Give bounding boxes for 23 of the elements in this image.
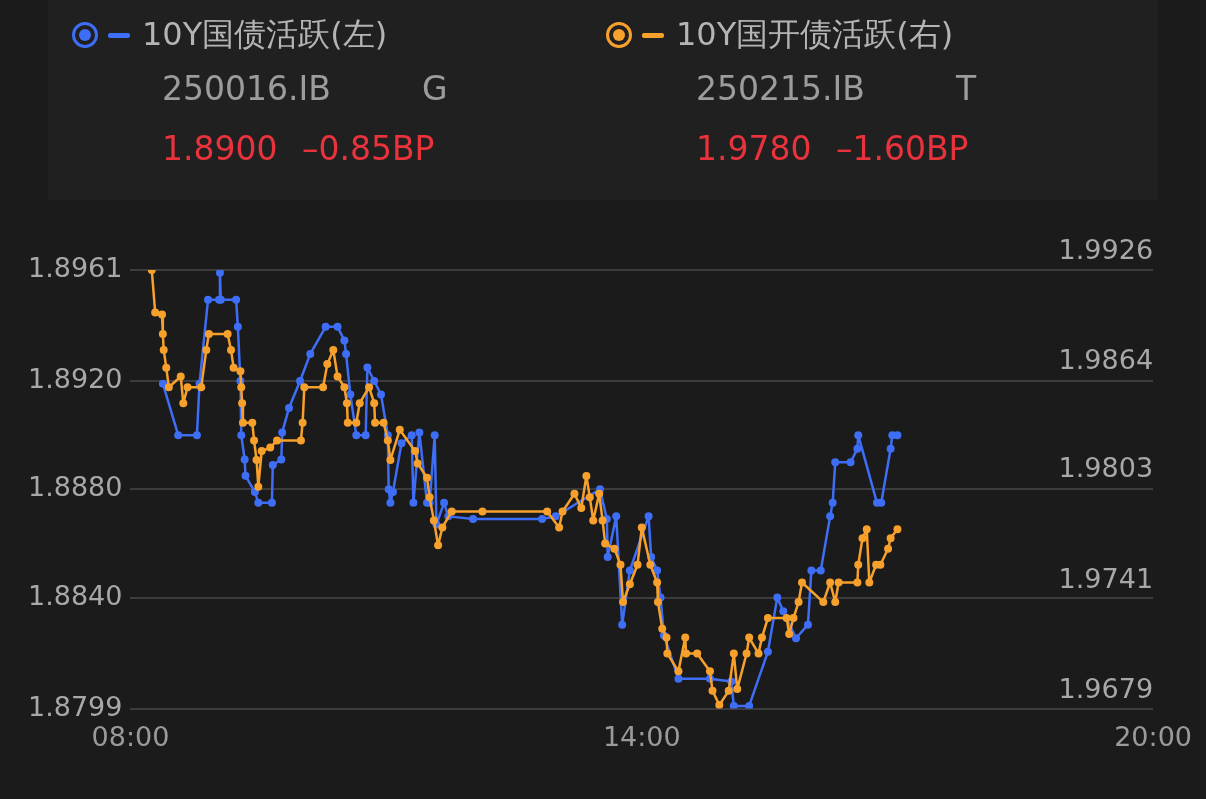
y-tick-label: 1.8961: [27, 252, 123, 284]
y-tick-label: 1.8920: [27, 363, 123, 395]
text: 250016.IB: [162, 68, 332, 108]
y-tick-label: 1.8880: [27, 471, 123, 503]
y2-tick-label: 1.9803: [1058, 452, 1154, 484]
y2-tick-label: 1.9864: [1058, 344, 1154, 376]
legend-label: 10Y国开债活跃(右): [676, 14, 954, 55]
legend-label: 10Y国债活跃(左): [142, 14, 388, 55]
text: 1.8900: [162, 128, 279, 168]
text: –0.85BP: [302, 128, 435, 168]
x-tick-label: 14:00: [602, 720, 681, 752]
text: 1.9780: [696, 128, 813, 168]
text: –1.60BP: [836, 128, 969, 168]
text: G: [422, 68, 448, 108]
x-tick-label: 20:00: [1114, 720, 1192, 752]
text: 250215.IB: [696, 68, 866, 108]
y2-tick-label: 1.9679: [1058, 672, 1154, 704]
text: T: [956, 68, 977, 108]
y-tick-label: 1.8799: [27, 690, 123, 722]
y2-tick-label: 1.9926: [1058, 234, 1154, 266]
y-tick-label: 1.8840: [27, 579, 123, 611]
x-tick-label: 08:00: [91, 720, 170, 752]
y2-tick-label: 1.9741: [1058, 562, 1154, 594]
